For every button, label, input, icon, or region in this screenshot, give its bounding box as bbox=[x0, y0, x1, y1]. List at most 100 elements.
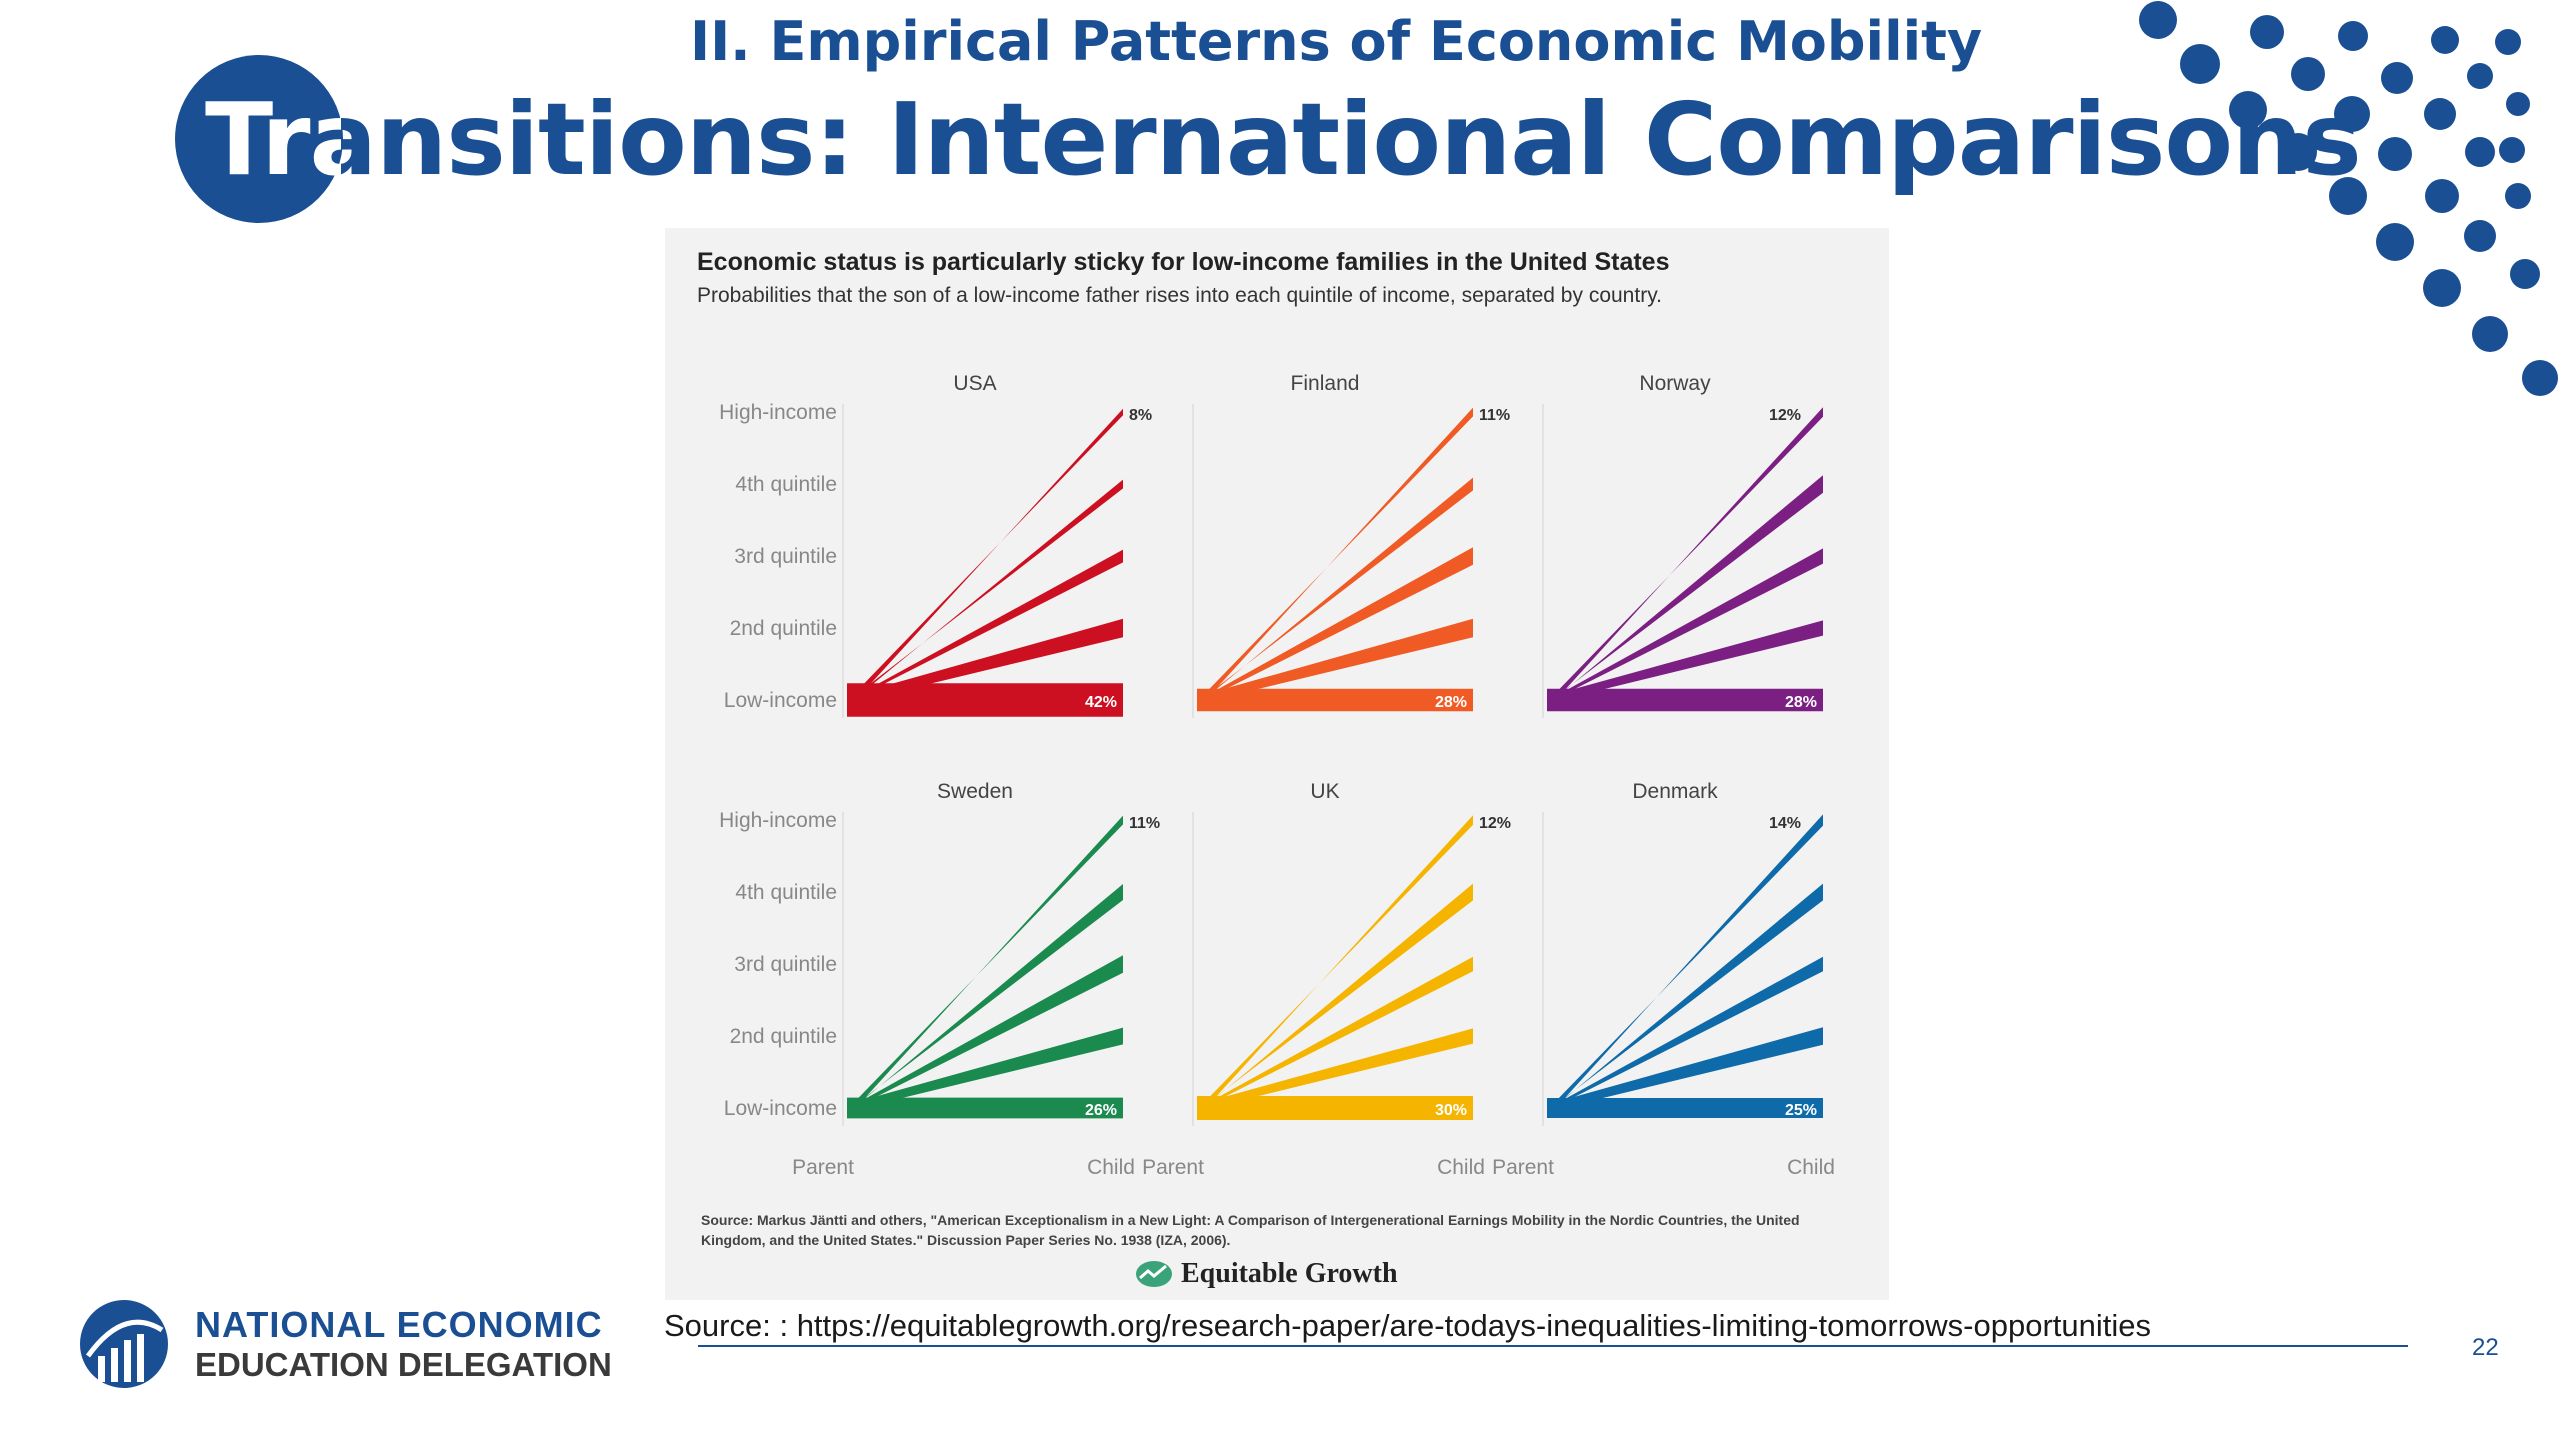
high-income-value-label: 14% bbox=[1769, 815, 1801, 832]
y-category-label: 3rd quintile bbox=[734, 953, 837, 976]
slide-subtitle: II. Empirical Patterns of Economic Mobil… bbox=[690, 10, 1983, 73]
decor-dot bbox=[2180, 44, 2220, 84]
mobility-band bbox=[1197, 1028, 1473, 1112]
panel-title: Sweden bbox=[937, 780, 1013, 803]
y-category-label: 2nd quintile bbox=[730, 617, 837, 640]
mobility-band bbox=[847, 1027, 1123, 1112]
decor-dot bbox=[2329, 177, 2367, 215]
equitable-growth-icon bbox=[1136, 1261, 1172, 1287]
mobility-band bbox=[847, 683, 1123, 717]
slide-title: Transitions: International Comparisons bbox=[205, 81, 2362, 198]
decor-dot bbox=[2495, 29, 2521, 55]
source-link[interactable]: https://equitablegrowth.org/research-pap… bbox=[796, 1308, 2151, 1343]
x-label-child: Child bbox=[1787, 1156, 1835, 1179]
decor-dot bbox=[2279, 133, 2317, 171]
title-circle-decoration bbox=[175, 55, 343, 223]
low-income-value-label: 28% bbox=[1435, 694, 1467, 711]
x-label-parent: Parent bbox=[792, 1156, 854, 1179]
x-label-parent: Parent bbox=[1142, 1156, 1204, 1179]
decor-dot bbox=[2499, 137, 2525, 163]
mobility-band bbox=[847, 618, 1123, 704]
mobility-band bbox=[1547, 688, 1823, 712]
decor-dot bbox=[2250, 15, 2284, 49]
decor-dot bbox=[2139, 1, 2177, 39]
chart-subtitle: Probabilities that the son of a low-inco… bbox=[697, 284, 1662, 307]
chart-title: Economic status is particularly sticky f… bbox=[697, 248, 1670, 276]
decor-dot bbox=[2229, 91, 2267, 129]
mobility-band bbox=[847, 1097, 1123, 1119]
decor-dot bbox=[2425, 179, 2459, 213]
mobility-band bbox=[1547, 1027, 1823, 1112]
high-income-value-label: 8% bbox=[1129, 407, 1152, 424]
decor-dot bbox=[2464, 220, 2496, 252]
mobility-band bbox=[1547, 956, 1823, 1111]
mobility-band bbox=[1197, 618, 1473, 704]
low-income-value-label: 42% bbox=[1085, 694, 1117, 711]
source-prefix: Source: : bbox=[664, 1308, 797, 1343]
y-category-label: 2nd quintile bbox=[730, 1025, 837, 1048]
mobility-band bbox=[1547, 1098, 1823, 1118]
decor-dot bbox=[2424, 98, 2456, 130]
decor-dot bbox=[2472, 316, 2508, 352]
decor-dot bbox=[2334, 96, 2370, 132]
low-income-value-label: 28% bbox=[1785, 694, 1817, 711]
source-underline bbox=[698, 1345, 2408, 1347]
nee-logo-icon bbox=[80, 1300, 168, 1388]
decor-dot bbox=[2381, 62, 2413, 94]
decor-dot bbox=[2522, 360, 2558, 396]
mobility-band bbox=[1197, 1096, 1473, 1120]
org-name-line2: EDUCATION DELEGATION bbox=[195, 1346, 612, 1383]
high-income-value-label: 12% bbox=[1479, 815, 1511, 832]
y-category-label: High-income bbox=[719, 401, 837, 424]
mobility-band bbox=[847, 955, 1123, 1112]
equitable-growth-logo: Equitable Growth bbox=[1135, 1254, 1398, 1294]
high-income-value-label: 11% bbox=[1129, 815, 1160, 832]
mobility-band bbox=[1547, 548, 1823, 704]
panel-title: Denmark bbox=[1632, 780, 1718, 803]
decor-dot bbox=[2291, 57, 2325, 91]
decor-dot bbox=[2423, 269, 2461, 307]
chart-source-note: Source: Markus Jäntti and others, "Ameri… bbox=[701, 1212, 1800, 1248]
y-category-label: 4th quintile bbox=[735, 881, 837, 904]
x-label-parent: Parent bbox=[1492, 1156, 1554, 1179]
decor-dot bbox=[2376, 223, 2414, 261]
panel-uk: UK 30% 12% Parent Child bbox=[1142, 780, 1511, 1179]
panel-title: Finland bbox=[1291, 372, 1360, 395]
mobility-band bbox=[1197, 547, 1473, 704]
high-income-value-label: 12% bbox=[1769, 407, 1801, 424]
small-multiples-chart: USA Low-income 2nd quintile 3rd quintile 4th… bbox=[719, 372, 1835, 1179]
mobility-band bbox=[1547, 620, 1823, 704]
low-income-value-label: 30% bbox=[1435, 1102, 1467, 1119]
panel-title: USA bbox=[953, 372, 996, 395]
panel-sweden: Sweden Low-income 2nd quintile 3rd quintile… bbox=[719, 780, 1160, 1179]
chart-image: USA Low-income 2nd quintile 3rd quintile 4th… bbox=[665, 228, 1889, 1300]
y-category-label: High-income bbox=[719, 809, 837, 832]
decor-dot bbox=[2465, 137, 2495, 167]
source-citation: Source: : https://equitablegrowth.org/re… bbox=[664, 1308, 2151, 1344]
dot-pattern-decoration bbox=[2139, 1, 2558, 396]
x-label-child: Child bbox=[1087, 1156, 1135, 1179]
mobility-band bbox=[1547, 407, 1823, 702]
decor-dot bbox=[2505, 183, 2531, 209]
panel-denmark: Denmark 25% 14% Parent Child bbox=[1492, 780, 1835, 1179]
decor-dot bbox=[2378, 137, 2412, 171]
low-income-value-label: 26% bbox=[1085, 1102, 1117, 1119]
mobility-band bbox=[847, 408, 1123, 702]
x-label-child: Child bbox=[1437, 1156, 1485, 1179]
y-category-label: Low-income bbox=[724, 689, 837, 712]
y-category-label: Low-income bbox=[724, 1097, 837, 1120]
decor-dot bbox=[2467, 63, 2493, 89]
decor-dot bbox=[2506, 92, 2530, 116]
decor-dot bbox=[2510, 259, 2540, 289]
low-income-value-label: 25% bbox=[1785, 1102, 1817, 1119]
panel-finland: Finland 28% 11% bbox=[1192, 372, 1510, 718]
decor-dot bbox=[2431, 26, 2459, 54]
y-category-label: 4th quintile bbox=[735, 473, 837, 496]
mobility-band bbox=[847, 815, 1123, 1110]
equitable-growth-logo-text: Equitable Growth bbox=[1181, 1258, 1398, 1289]
high-income-value-label: 11% bbox=[1479, 407, 1510, 424]
mobility-band bbox=[1197, 956, 1473, 1111]
panel-usa: USA Low-income 2nd quintile 3rd quintile 4th… bbox=[719, 372, 1152, 718]
mobility-band bbox=[1197, 688, 1473, 712]
panel-title: UK bbox=[1310, 780, 1339, 803]
